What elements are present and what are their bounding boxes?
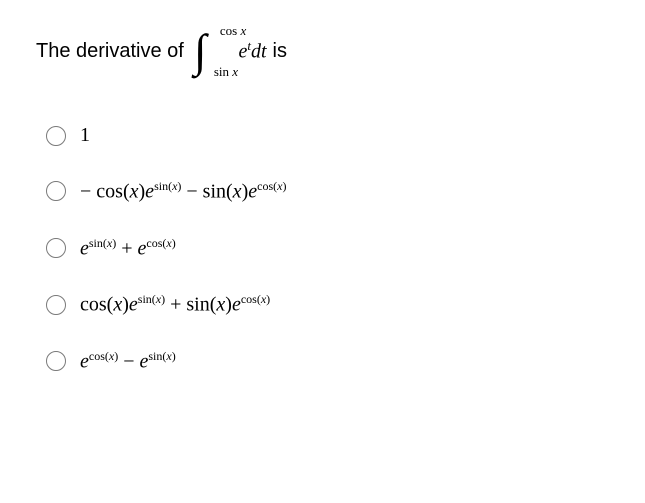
option-row: ecos(x) − esin(x) [46, 349, 645, 374]
option-label: esin(x) + ecos(x) [80, 236, 176, 261]
options-list: 1 − cos(x)esin(x) − sin(x)ecos(x) esin(x… [36, 124, 645, 374]
option-row: − cos(x)esin(x) − sin(x)ecos(x) [46, 179, 645, 204]
option-row: 1 [46, 124, 645, 147]
option-label: − cos(x)esin(x) − sin(x)ecos(x) [80, 179, 286, 204]
radio-button[interactable] [46, 126, 66, 146]
radio-button[interactable] [46, 351, 66, 371]
option-label: 1 [80, 124, 90, 147]
radio-button[interactable] [46, 238, 66, 258]
question-container: The derivative of ∫ cos x sin x etdt is … [0, 0, 645, 374]
option-label: ecos(x) − esin(x) [80, 349, 176, 374]
option-row: esin(x) + ecos(x) [46, 236, 645, 261]
question-stem: The derivative of ∫ cos x sin x etdt is [36, 28, 645, 74]
integral-expression: ∫ cos x sin x etdt [190, 28, 267, 74]
integral-lower-bound: sin x [214, 65, 238, 78]
radio-button[interactable] [46, 295, 66, 315]
integrand: etdt [238, 38, 266, 64]
radio-button[interactable] [46, 181, 66, 201]
integral-upper-bound: cos x [220, 24, 246, 37]
option-label: cos(x)esin(x) + sin(x)ecos(x) [80, 292, 270, 317]
option-row: cos(x)esin(x) + sin(x)ecos(x) [46, 292, 645, 317]
question-trail-text: is [273, 40, 287, 63]
question-lead-text: The derivative of [36, 40, 184, 63]
integral-symbol: ∫ cos x sin x [194, 28, 207, 74]
